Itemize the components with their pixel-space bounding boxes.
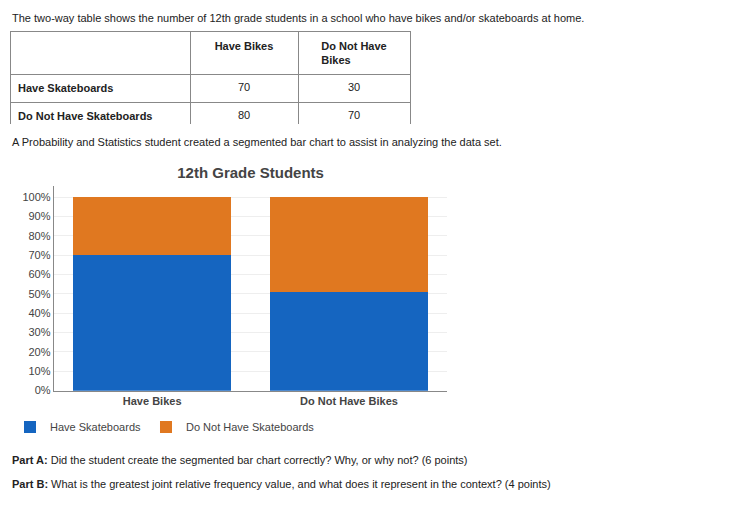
svg-text:A Probability and Statistics s: A Probability and Statistics student cre…	[12, 136, 502, 148]
svg-text:Do Not HaveBikes: Do Not HaveBikes	[321, 40, 386, 66]
svg-text:80: 80	[238, 109, 250, 121]
svg-text:Have Skateboards: Have Skateboards	[50, 421, 141, 433]
svg-text:Part A: Did the student create: Part A: Did the student create the segme…	[12, 454, 468, 466]
svg-text:Part B: What is the greatest j: Part B: What is the greatest joint relat…	[12, 478, 551, 490]
svg-text:Have Skateboards: Have Skateboards	[18, 82, 113, 94]
svg-text:80%: 80%	[29, 230, 51, 242]
svg-text:90%: 90%	[29, 210, 51, 222]
svg-text:60%: 60%	[29, 268, 51, 280]
svg-text:Do Not Have Skateboards: Do Not Have Skateboards	[18, 110, 152, 122]
svg-text:50%: 50%	[29, 288, 51, 300]
svg-text:20%: 20%	[29, 346, 51, 358]
svg-text:10%: 10%	[29, 365, 51, 377]
svg-text:30: 30	[348, 81, 360, 93]
svg-text:Have Bikes: Have Bikes	[123, 395, 182, 407]
svg-text:70: 70	[238, 81, 250, 93]
svg-text:30%: 30%	[29, 326, 51, 338]
svg-text:Have Bikes: Have Bikes	[215, 40, 274, 52]
svg-text:70: 70	[348, 109, 360, 121]
svg-text:70%: 70%	[29, 249, 51, 261]
svg-text:100%: 100%	[22, 191, 50, 203]
svg-text:Do Not Have Skateboards: Do Not Have Skateboards	[186, 421, 314, 433]
svg-text:0%: 0%	[35, 384, 51, 396]
svg-text:40%: 40%	[29, 307, 51, 319]
svg-text:Do Not Have Bikes: Do Not Have Bikes	[300, 395, 398, 407]
svg-text:The two-way table shows the nu: The two-way table shows the number of 12…	[12, 12, 584, 24]
svg-text:12th Grade Students: 12th Grade Students	[177, 164, 324, 181]
